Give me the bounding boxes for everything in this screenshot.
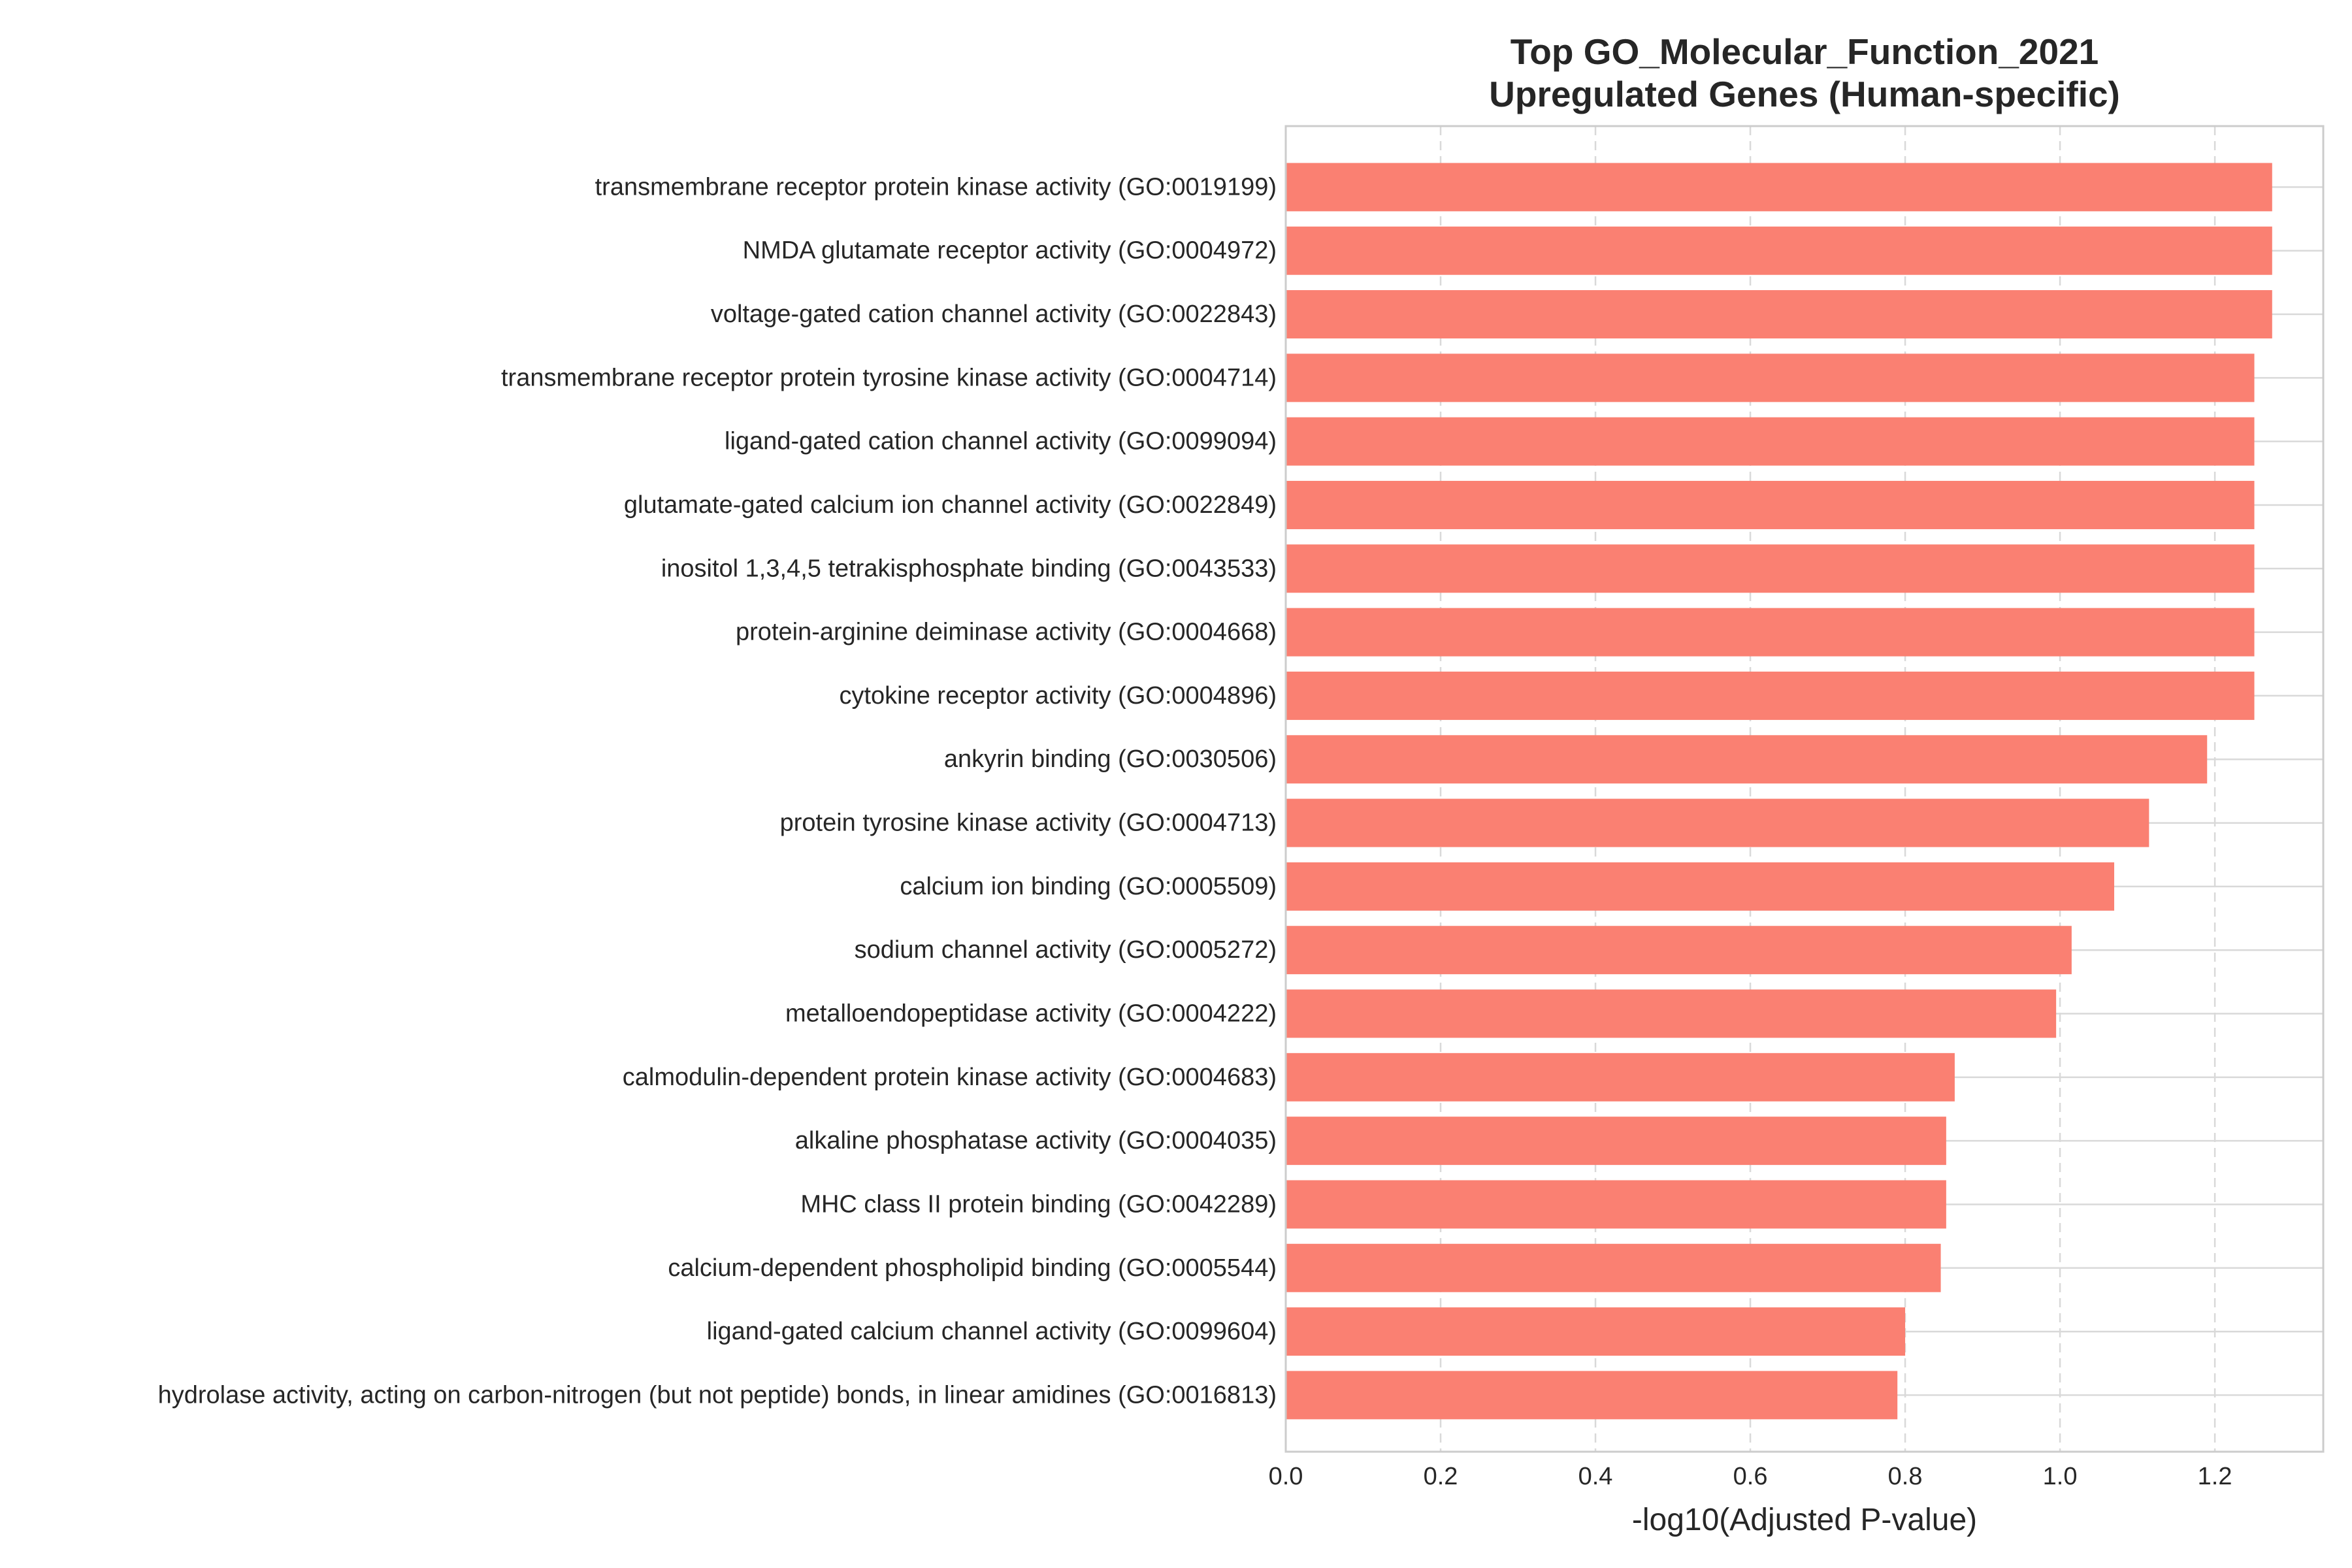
category-label: ligand-gated cation channel activity (GO… bbox=[725, 428, 1277, 455]
category-label: voltage-gated cation channel activity (G… bbox=[711, 301, 1277, 328]
bar bbox=[1286, 608, 2255, 657]
category-label: transmembrane receptor protein tyrosine … bbox=[501, 364, 1277, 391]
x-tick-label: 0.2 bbox=[1424, 1463, 1458, 1490]
y-tick-labels: transmembrane receptor protein kinase ac… bbox=[158, 173, 1277, 1409]
x-tick-label: 0.0 bbox=[1269, 1463, 1303, 1490]
bar bbox=[1286, 1053, 1955, 1102]
plot-frame bbox=[1284, 125, 2325, 1453]
x-tick-label: 0.8 bbox=[1888, 1463, 1923, 1490]
category-label: NMDA glutamate receptor activity (GO:000… bbox=[743, 237, 1277, 265]
chart-title: Top GO_Molecular_Function_2021Upregulate… bbox=[1489, 31, 2120, 114]
x-tick-labels: 0.0 0.2 0.4 0.6 0.8 1.0 1.2 bbox=[1269, 1463, 2232, 1490]
bar bbox=[1286, 1307, 1906, 1356]
x-tick-label: 1.2 bbox=[2198, 1463, 2232, 1490]
category-label: calcium-dependent phospholipid binding (… bbox=[668, 1254, 1277, 1282]
bar bbox=[1286, 481, 2255, 529]
bar bbox=[1286, 671, 2255, 720]
category-label: ankyrin binding (GO:0030506) bbox=[944, 745, 1277, 773]
bar bbox=[1286, 735, 2208, 784]
bar bbox=[1286, 989, 2057, 1038]
bar bbox=[1286, 163, 2272, 212]
bar bbox=[1286, 226, 2272, 275]
category-label: sodium channel activity (GO:0005272) bbox=[855, 936, 1277, 964]
x-tick-label: 0.4 bbox=[1578, 1463, 1613, 1490]
bar bbox=[1286, 417, 2255, 466]
category-label: hydrolase activity, acting on carbon-nit… bbox=[158, 1381, 1277, 1409]
bar bbox=[1286, 1371, 1898, 1420]
bar bbox=[1286, 926, 2072, 975]
category-label: protein tyrosine kinase activity (GO:000… bbox=[780, 809, 1277, 837]
bar bbox=[1286, 353, 2255, 402]
category-label: ligand-gated calcium channel activity (G… bbox=[707, 1318, 1277, 1345]
bar bbox=[1286, 290, 2272, 339]
bars bbox=[1286, 163, 2272, 1420]
bar bbox=[1286, 1117, 1946, 1166]
category-label: calcium ion binding (GO:0005509) bbox=[900, 873, 1277, 900]
x-tick-label: 0.6 bbox=[1733, 1463, 1768, 1490]
category-label: transmembrane receptor protein kinase ac… bbox=[595, 173, 1277, 201]
category-label: protein-arginine deiminase activity (GO:… bbox=[736, 619, 1277, 646]
bar bbox=[1286, 798, 2149, 847]
category-label: metalloendopeptidase activity (GO:000422… bbox=[785, 1000, 1277, 1028]
x-tick-label: 1.0 bbox=[2043, 1463, 2078, 1490]
x-axis-label: -log10(Adjusted P-value) bbox=[1632, 1503, 1977, 1537]
category-label: MHC class II protein binding (GO:0042289… bbox=[800, 1190, 1277, 1218]
category-label: glutamate-gated calcium ion channel acti… bbox=[624, 491, 1277, 519]
bar bbox=[1286, 1243, 1941, 1292]
title-line: Top GO_Molecular_Function_2021 bbox=[1511, 31, 2099, 72]
category-label: cytokine receptor activity (GO:0004896) bbox=[839, 682, 1277, 710]
category-label: inositol 1,3,4,5 tetrakisphosphate bindi… bbox=[661, 555, 1277, 582]
category-label: calmodulin-dependent protein kinase acti… bbox=[623, 1064, 1277, 1091]
category-label: alkaline phosphatase activity (GO:000403… bbox=[795, 1127, 1277, 1154]
bar bbox=[1286, 1180, 1946, 1229]
bar bbox=[1286, 862, 2115, 911]
title-line: Upregulated Genes (Human-specific) bbox=[1489, 74, 2120, 114]
bar bbox=[1286, 544, 2255, 593]
